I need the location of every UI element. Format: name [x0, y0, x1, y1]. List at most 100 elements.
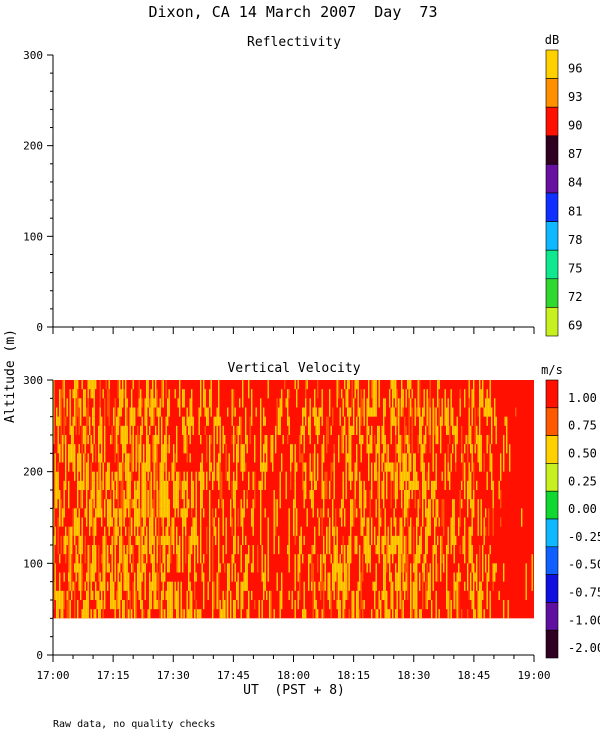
velocity-heatmap-cell: [111, 471, 113, 490]
velocity-heatmap-cell: [294, 508, 296, 545]
x-tick-label: 18:00: [277, 669, 310, 682]
velocity-heatmap-cell: [411, 389, 413, 399]
velocity-heatmap-cell: [164, 462, 166, 472]
velocity-heatmap-cell: [248, 471, 250, 490]
velocity-heatmap-cell: [183, 416, 185, 445]
velocity-heatmap-cell: [296, 389, 298, 408]
velocity-heatmap-cell: [222, 425, 224, 445]
velocity-heatmap-cell: [390, 572, 392, 610]
velocity-heatmap-cell: [296, 462, 298, 472]
velocity-heatmap-cell: [486, 398, 488, 426]
velocity-heatmap-cell: [359, 471, 361, 500]
velocity-heatmap-cell: [183, 389, 185, 408]
velocity-heatmap-cell: [213, 581, 215, 610]
velocity-heatmap-cell: [122, 380, 124, 408]
velocity-heatmap-cell: [114, 435, 116, 463]
velocity-heatmap-cell: [437, 563, 439, 582]
velocity-heatmap-cell: [206, 471, 208, 490]
velocity-heatmap-cell: [416, 609, 418, 619]
velocity-heatmap-cell: [128, 581, 130, 600]
velocity-heatmap-cell: [357, 581, 359, 619]
velocity-heatmap-cell: [419, 572, 421, 591]
velocity-heatmap-cell: [69, 389, 71, 399]
velocity-heatmap-cell: [494, 563, 496, 582]
velocity-heatmap-cell: [360, 389, 362, 426]
velocity-heatmap-cell: [186, 590, 188, 619]
velocity-heatmap-cell: [459, 398, 461, 417]
velocity-heatmap-cell: [366, 398, 368, 426]
velocity-heatmap-cell: [77, 380, 79, 390]
velocity-heatmap-cell: [89, 416, 91, 435]
velocity-heatmap-cell: [251, 590, 253, 600]
velocity-heatmap-cell: [213, 444, 215, 481]
velocity-heatmap-cell: [101, 416, 103, 426]
velocity-heatmap-cell: [135, 535, 137, 545]
velocity-heatmap-cell: [363, 389, 365, 426]
velocity-heatmap-cell: [153, 563, 155, 591]
velocity-heatmap-cell: [209, 462, 211, 472]
velocity-heatmap-cell: [264, 554, 266, 591]
velocity-heatmap-cell: [60, 499, 62, 527]
velocity-heatmap-cell: [60, 535, 62, 555]
velocity-heatmap-cell: [167, 444, 169, 454]
velocity-heatmap-cell: [155, 380, 157, 408]
velocity-heatmap-cell: [495, 416, 497, 445]
velocity-heatmap-cell: [398, 398, 400, 417]
velocity-heatmap-cell: [86, 572, 88, 582]
velocity-heatmap-cell: [84, 600, 86, 619]
velocity-heatmap-cell: [300, 425, 302, 445]
velocity-heatmap-cell: [452, 499, 454, 527]
velocity-heatmap-cell: [200, 435, 202, 445]
velocity-heatmap-cell: [264, 462, 266, 490]
velocity-heatmap-cell: [90, 435, 92, 454]
velocity-heatmap-cell: [416, 581, 418, 610]
velocity-heatmap-cell: [69, 600, 71, 619]
velocity-heatmap-cell: [203, 471, 205, 490]
velocity-heatmap-cell: [132, 545, 134, 573]
x-tick-label: 19:00: [517, 669, 550, 682]
velocity-heatmap-cell: [89, 499, 91, 536]
velocity-heatmap-cell: [338, 435, 340, 463]
velocity-heatmap-cell: [72, 581, 74, 591]
velocity-heatmap-cell: [390, 380, 392, 390]
velocity-heatmap-cell: [344, 508, 346, 527]
velocity-heatmap-cell: [144, 471, 146, 490]
velocity-heatmap-cell: [323, 590, 325, 619]
velocity-heatmap-cell: [318, 407, 320, 435]
velocity-heatmap-cell: [257, 545, 259, 573]
velocity-heatmap-cell: [129, 453, 131, 463]
velocity-heatmap-cell: [378, 462, 380, 500]
velocity-heatmap-cell: [62, 609, 64, 619]
velocity-heatmap-cell: [195, 600, 197, 610]
velocity-heatmap-cell: [366, 517, 368, 536]
velocity-heatmap-cell: [303, 535, 305, 545]
velocity-heatmap-cell: [453, 499, 455, 527]
velocity-heatmap-cell: [107, 389, 109, 417]
velocity-heatmap-cell: [78, 563, 80, 591]
velocity-heatmap-cell: [428, 499, 430, 527]
velocity-heatmap-cell: [488, 508, 490, 536]
velocity-heatmap-cell: [147, 490, 149, 518]
velocity-heatmap-cell: [222, 444, 224, 454]
velocity-heatmap-cell: [78, 444, 80, 463]
velocity-heatmap-cell: [74, 581, 76, 619]
velocity-heatmap-cell: [60, 398, 62, 426]
velocity-heatmap-cell: [437, 380, 439, 408]
velocity-heatmap-cell: [81, 480, 83, 509]
velocity-heatmap-cell: [162, 609, 164, 619]
velocity-heatmap-cell: [366, 425, 368, 454]
velocity-heatmap-cell: [411, 407, 413, 417]
velocity-heatmap-cell: [525, 563, 527, 600]
velocity-heatmap-cell: [98, 600, 100, 619]
velocity-heatmap-cell: [410, 609, 412, 619]
velocity-heatmap-cell: [365, 535, 367, 564]
velocity-heatmap-cell: [135, 435, 137, 472]
colorbar-label: 90: [568, 119, 582, 133]
velocity-heatmap-cell: [482, 590, 484, 600]
velocity-heatmap-cell: [404, 535, 406, 564]
velocity-heatmap-cell: [137, 425, 139, 463]
velocity-heatmap-cell: [158, 526, 160, 545]
velocity-heatmap-cell: [405, 572, 407, 591]
velocity-heatmap-cell: [83, 389, 85, 417]
velocity-title: Vertical Velocity: [227, 361, 360, 376]
